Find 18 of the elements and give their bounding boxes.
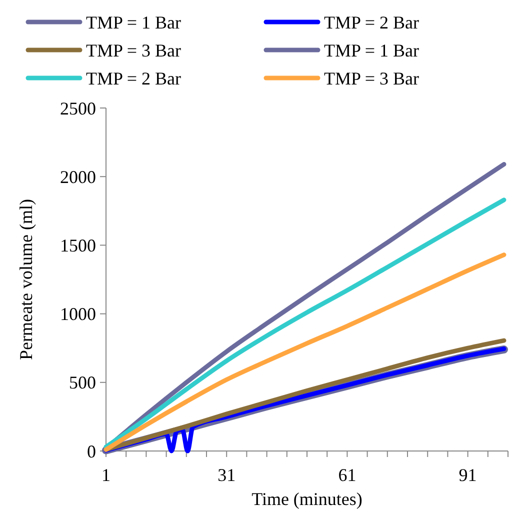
legend-label: TMP = 3 Bar bbox=[324, 68, 419, 88]
x-tick-label: 91 bbox=[458, 465, 477, 485]
y-tick-label: 1500 bbox=[60, 236, 96, 256]
legend-label: TMP = 3 Bar bbox=[86, 40, 181, 60]
y-axis-title: Permeate volume (ml) bbox=[16, 199, 36, 360]
legend-label: TMP = 1 Bar bbox=[324, 40, 419, 60]
legend-label: TMP = 2 Bar bbox=[86, 68, 181, 88]
x-tick-label: 31 bbox=[218, 465, 236, 485]
y-tick-label: 0 bbox=[87, 441, 96, 462]
y-tick-label: 2000 bbox=[60, 166, 96, 187]
x-axis-title: Time (minutes) bbox=[252, 489, 362, 509]
x-tick-label: 61 bbox=[338, 465, 356, 485]
y-tick-label: 2500 bbox=[60, 98, 96, 118]
y-tick-label: 1000 bbox=[60, 304, 96, 324]
x-tick-label: 1 bbox=[102, 465, 110, 485]
legend-label: TMP = 1 Bar bbox=[86, 12, 181, 32]
y-tick-label: 500 bbox=[69, 372, 96, 393]
legend-label: TMP = 2 Bar bbox=[324, 12, 419, 32]
